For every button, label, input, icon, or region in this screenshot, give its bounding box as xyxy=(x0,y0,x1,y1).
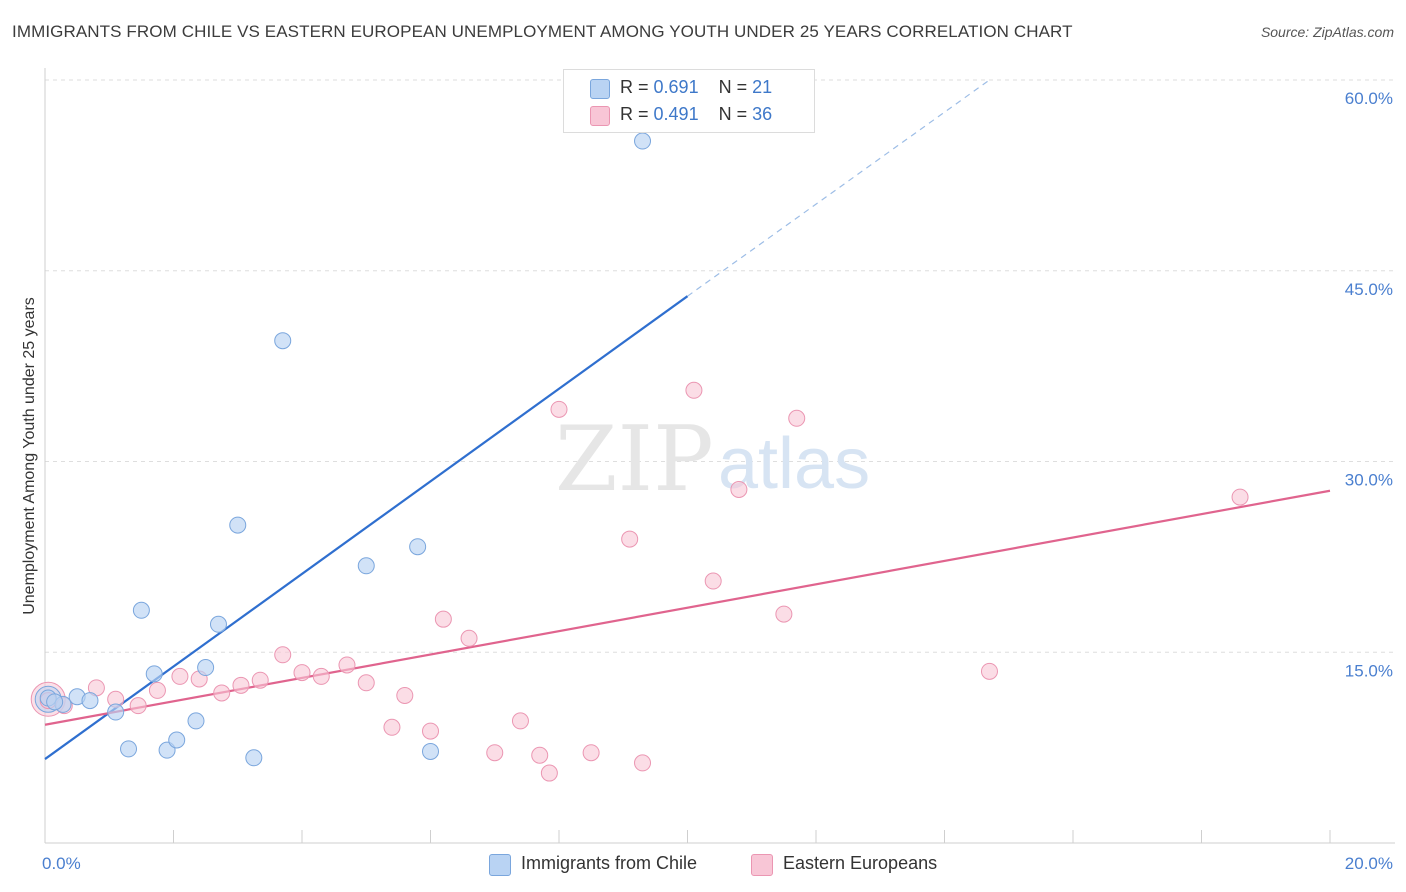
point-chile xyxy=(634,132,652,150)
point-eastern xyxy=(980,662,998,680)
point-chile xyxy=(120,740,138,758)
point-eastern xyxy=(540,764,558,782)
point-eastern xyxy=(357,674,375,692)
point-eastern xyxy=(338,656,356,674)
legend-swatch-chile xyxy=(489,854,511,876)
point-eastern xyxy=(486,744,504,762)
point-eastern xyxy=(685,381,703,399)
point-eastern xyxy=(634,754,652,772)
legend-n-label: N = xyxy=(718,104,748,124)
point-chile xyxy=(357,557,375,575)
point-chile xyxy=(168,731,186,749)
correlation-legend: R = 0.691 N = 21 R = 0.491 N = 36 xyxy=(563,69,815,133)
point-eastern xyxy=(213,684,231,702)
point-eastern xyxy=(383,718,401,736)
legend-label-chile: Immigrants from Chile xyxy=(521,853,698,873)
point-chile xyxy=(229,516,247,534)
point-eastern xyxy=(293,664,311,682)
point-eastern xyxy=(434,610,452,628)
point-chile xyxy=(46,693,64,711)
x-tick-label: 0.0% xyxy=(42,854,81,873)
point-eastern xyxy=(704,572,722,590)
point-eastern xyxy=(1231,488,1249,506)
legend-r-value: 0.491 xyxy=(653,104,699,124)
point-eastern xyxy=(621,530,639,548)
legend-r-label: R = xyxy=(620,104,649,124)
point-chile xyxy=(81,692,99,710)
y-tick-label: 45.0% xyxy=(1345,280,1393,299)
point-chile xyxy=(107,703,125,721)
point-chile xyxy=(209,615,227,633)
point-chile xyxy=(409,538,427,556)
point-eastern xyxy=(274,646,292,664)
point-eastern xyxy=(460,629,478,647)
point-eastern xyxy=(511,712,529,730)
point-chile xyxy=(145,665,163,683)
legend-r-value: 0.691 xyxy=(653,77,699,97)
point-eastern xyxy=(148,681,166,699)
point-eastern xyxy=(171,667,189,685)
point-eastern xyxy=(251,671,269,689)
point-chile xyxy=(197,659,215,677)
point-eastern xyxy=(129,697,147,715)
y-axis-label: Unemployment Among Youth under 25 years xyxy=(21,297,38,615)
point-eastern xyxy=(531,746,549,764)
point-eastern xyxy=(775,605,793,623)
point-chile xyxy=(245,749,263,767)
legend-swatch-eastern xyxy=(590,106,610,126)
point-eastern xyxy=(232,676,250,694)
point-eastern xyxy=(788,409,806,427)
point-eastern xyxy=(550,400,568,418)
y-tick-label: 15.0% xyxy=(1345,661,1393,680)
legend-swatch-eastern xyxy=(751,854,773,876)
legend-label-eastern: Eastern Europeans xyxy=(783,853,938,873)
legend-n-label: N = xyxy=(718,77,748,97)
legend-n-value: 21 xyxy=(752,77,773,97)
y-tick-label: 60.0% xyxy=(1345,89,1393,108)
y-tick-label: 30.0% xyxy=(1345,471,1393,490)
point-chile xyxy=(187,712,205,730)
chart-title: IMMIGRANTS FROM CHILE VS EASTERN EUROPEA… xyxy=(12,22,1073,41)
watermark-zip: ZIP xyxy=(555,407,714,512)
x-tick-label: 20.0% xyxy=(1345,854,1393,873)
point-eastern xyxy=(730,480,748,498)
legend-r-label: R = xyxy=(620,77,649,97)
point-chile xyxy=(274,332,292,350)
point-chile xyxy=(132,601,150,619)
legend-n-value: 36 xyxy=(752,104,773,124)
legend-swatch-chile xyxy=(590,79,610,99)
point-chile xyxy=(422,742,439,760)
tick-labels: 15.0% 30.0% 45.0% 60.0% 0.0% 20.0% xyxy=(42,89,1393,873)
point-eastern xyxy=(396,686,414,704)
data-points xyxy=(30,132,1249,782)
point-eastern xyxy=(582,744,600,762)
point-eastern xyxy=(312,667,330,685)
trend-line-chile-extension xyxy=(687,79,990,297)
source-credit: Source: ZipAtlas.com xyxy=(1260,24,1394,40)
grid-lines xyxy=(45,79,1395,653)
point-eastern xyxy=(422,722,439,740)
